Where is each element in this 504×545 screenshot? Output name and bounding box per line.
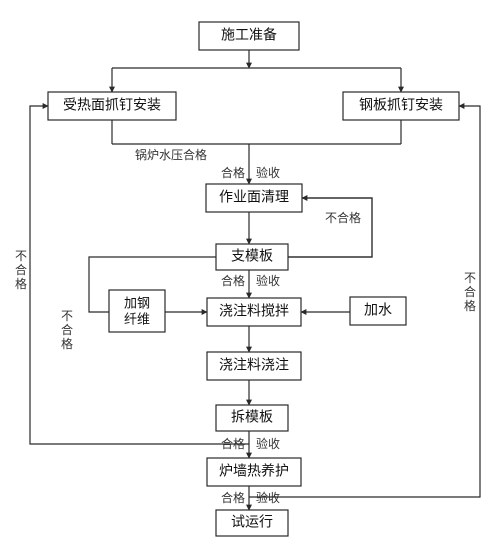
node-label-clean: 作业面清理 [219,190,289,206]
node-label-pour: 浇注料浇注 [219,358,289,374]
edge-label-11: 合格 [221,490,245,505]
node-label-cure: 炉墙热养护 [219,464,289,480]
edge-label-0: 锅炉水压合格 [135,147,207,162]
node-label-trial: 试运行 [231,515,273,531]
edge-label-8-0: 不 [464,271,476,285]
node-label-prep: 施工准备 [221,27,277,44]
node-label-fiber_l2: 纤维 [124,312,150,327]
node-label-steel: 钢板抓钉安装 [359,98,443,114]
node-label-form: 支模板 [231,249,273,265]
edge-label-1: 合格 [221,165,245,180]
edge-label-7-2: 格 [15,276,27,291]
edge-label-6-0: 不 [61,309,73,323]
edge-label-4: 合格 [221,273,245,288]
node-label-strip: 拆模板 [231,410,273,426]
flowchart: 施工准备受热面抓钉安装 钢板抓钉安装作业面清理支模板浇注料搅拌 加钢纤维 加水浇注料浇… [0,0,504,545]
edge-label-2: 验收 [256,165,280,180]
edge-label-12: 验收 [256,490,280,505]
edge-label-3: 不合格 [325,210,361,225]
edge-label-8-2: 格 [464,298,476,313]
edge-label-5: 验收 [256,273,280,288]
edge-label-6-1: 合 [61,322,73,337]
node-label-mix: 浇注料搅拌 [219,304,289,320]
edge-label-8-1: 合 [464,284,476,299]
edge-label-7-0: 不 [15,249,27,263]
node-label-water: 加水 [364,303,392,319]
node-label-hotface: 受热面抓钉安装 [63,98,161,114]
edge-label-10: 验收 [256,436,280,451]
edge-label-9: 合格 [221,436,245,451]
edge-label-7-1: 合 [15,262,27,277]
edge-label-6-2: 格 [61,336,73,351]
node-label-fiber_l1: 加钢 [124,296,150,311]
